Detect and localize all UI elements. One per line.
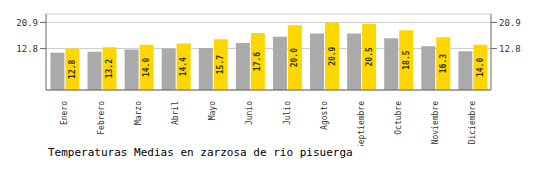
- svg-text:14.0: 14.0: [142, 58, 151, 77]
- svg-text:18.5: 18.5: [402, 50, 411, 69]
- svg-text:Diciembre: Diciembre: [468, 101, 477, 145]
- svg-text:Mayo: Mayo: [208, 101, 217, 120]
- svg-text:Abril: Abril: [171, 101, 180, 125]
- svg-text:Julio: Julio: [283, 101, 292, 125]
- svg-text:Enero: Enero: [60, 101, 69, 125]
- svg-text:12.8: 12.8: [68, 59, 77, 78]
- svg-text:Febrero: Febrero: [97, 101, 106, 135]
- svg-text:13.2: 13.2: [105, 59, 114, 78]
- svg-text:Junio: Junio: [245, 101, 254, 125]
- svg-text:14.4: 14.4: [179, 57, 188, 76]
- html-text:Temperaturas Medias en zarzosa: Temperaturas Medias en zarzosa de rio pi…: [48, 146, 353, 159]
- svg-text:15.7: 15.7: [216, 55, 225, 74]
- svg-text:14.0: 14.0: [476, 58, 485, 77]
- svg-text:12.8: 12.8: [499, 44, 521, 54]
- svg-text:16.3: 16.3: [439, 54, 448, 73]
- svg-text:Septiembre: Septiembre: [357, 101, 366, 146]
- svg-text:12.8: 12.8: [16, 44, 38, 54]
- svg-text:20.5: 20.5: [365, 47, 374, 66]
- svg-text:Marzo: Marzo: [134, 101, 143, 125]
- svg-text:Octubre: Octubre: [394, 101, 403, 135]
- svg-text:17.6: 17.6: [253, 52, 262, 71]
- svg-text:20.0: 20.0: [290, 48, 299, 67]
- svg-text:20.9: 20.9: [328, 46, 337, 65]
- svg-text:20.9: 20.9: [499, 18, 521, 28]
- svg-text:Agosto: Agosto: [320, 101, 329, 130]
- svg-text:20.9: 20.9: [16, 18, 38, 28]
- svg-text:Noviembre: Noviembre: [431, 101, 440, 145]
